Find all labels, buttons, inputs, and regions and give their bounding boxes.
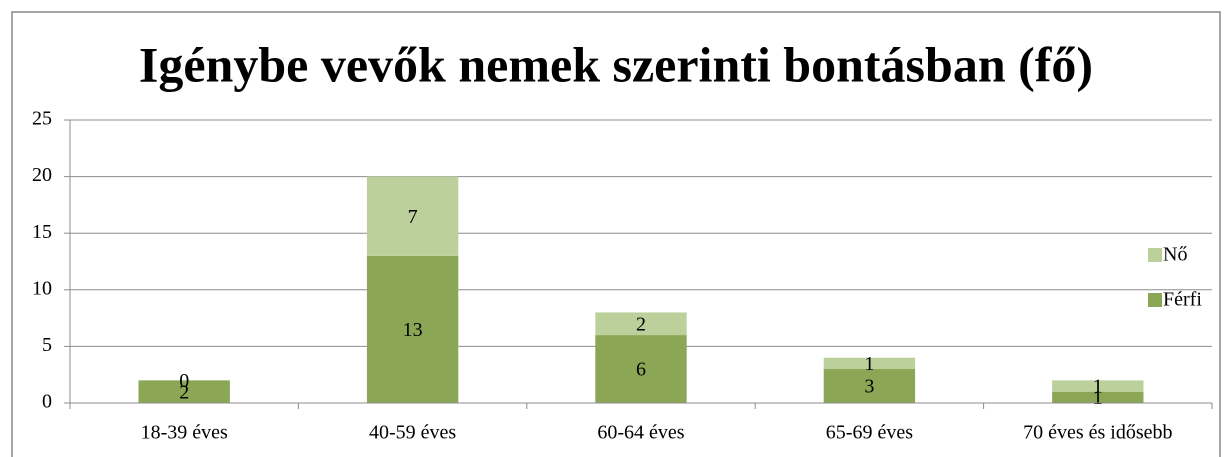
legend-swatch — [1148, 248, 1162, 262]
x-tick-label: 40-59 éves — [369, 422, 456, 444]
bar-segment — [366, 255, 459, 403]
data-label: 1 — [1093, 387, 1103, 409]
bar-segment — [366, 176, 459, 256]
x-tick-label: 60-64 éves — [597, 422, 684, 444]
data-label: 3 — [864, 376, 874, 398]
y-tick-label: 10 — [32, 277, 52, 299]
data-label: 1 — [1093, 376, 1103, 398]
bar-segment — [595, 335, 687, 403]
bar-segment — [595, 312, 687, 336]
data-label: 1 — [864, 353, 874, 375]
y-tick-label: 25 — [32, 108, 52, 130]
bar-segment — [1052, 391, 1144, 403]
legend-label: Férfi — [1163, 289, 1202, 311]
legend-swatch — [1148, 293, 1162, 307]
chart-title: Igénybe vevők nemek szerinti bontásban (… — [139, 36, 1093, 92]
y-tick-label: 0 — [42, 391, 52, 413]
bar-segment — [138, 380, 230, 403]
data-label: 2 — [636, 313, 646, 335]
data-label: 13 — [403, 319, 423, 341]
bar-segment — [823, 369, 916, 403]
x-tick-label: 65-69 éves — [826, 422, 913, 444]
y-tick-label: 20 — [32, 164, 52, 186]
data-label: 0 — [179, 370, 189, 392]
y-tick-label: 15 — [32, 221, 52, 243]
bar-segment — [1052, 380, 1144, 392]
data-label: 6 — [636, 359, 646, 381]
x-tick-label: 70 éves és idősebb — [1023, 422, 1172, 444]
bar-segment — [823, 357, 916, 370]
data-label: 7 — [408, 206, 418, 228]
y-tick-label: 5 — [42, 334, 52, 356]
legend-label: Nő — [1163, 244, 1187, 266]
data-label: 2 — [179, 381, 189, 403]
x-tick-label: 18-39 éves — [141, 422, 228, 444]
